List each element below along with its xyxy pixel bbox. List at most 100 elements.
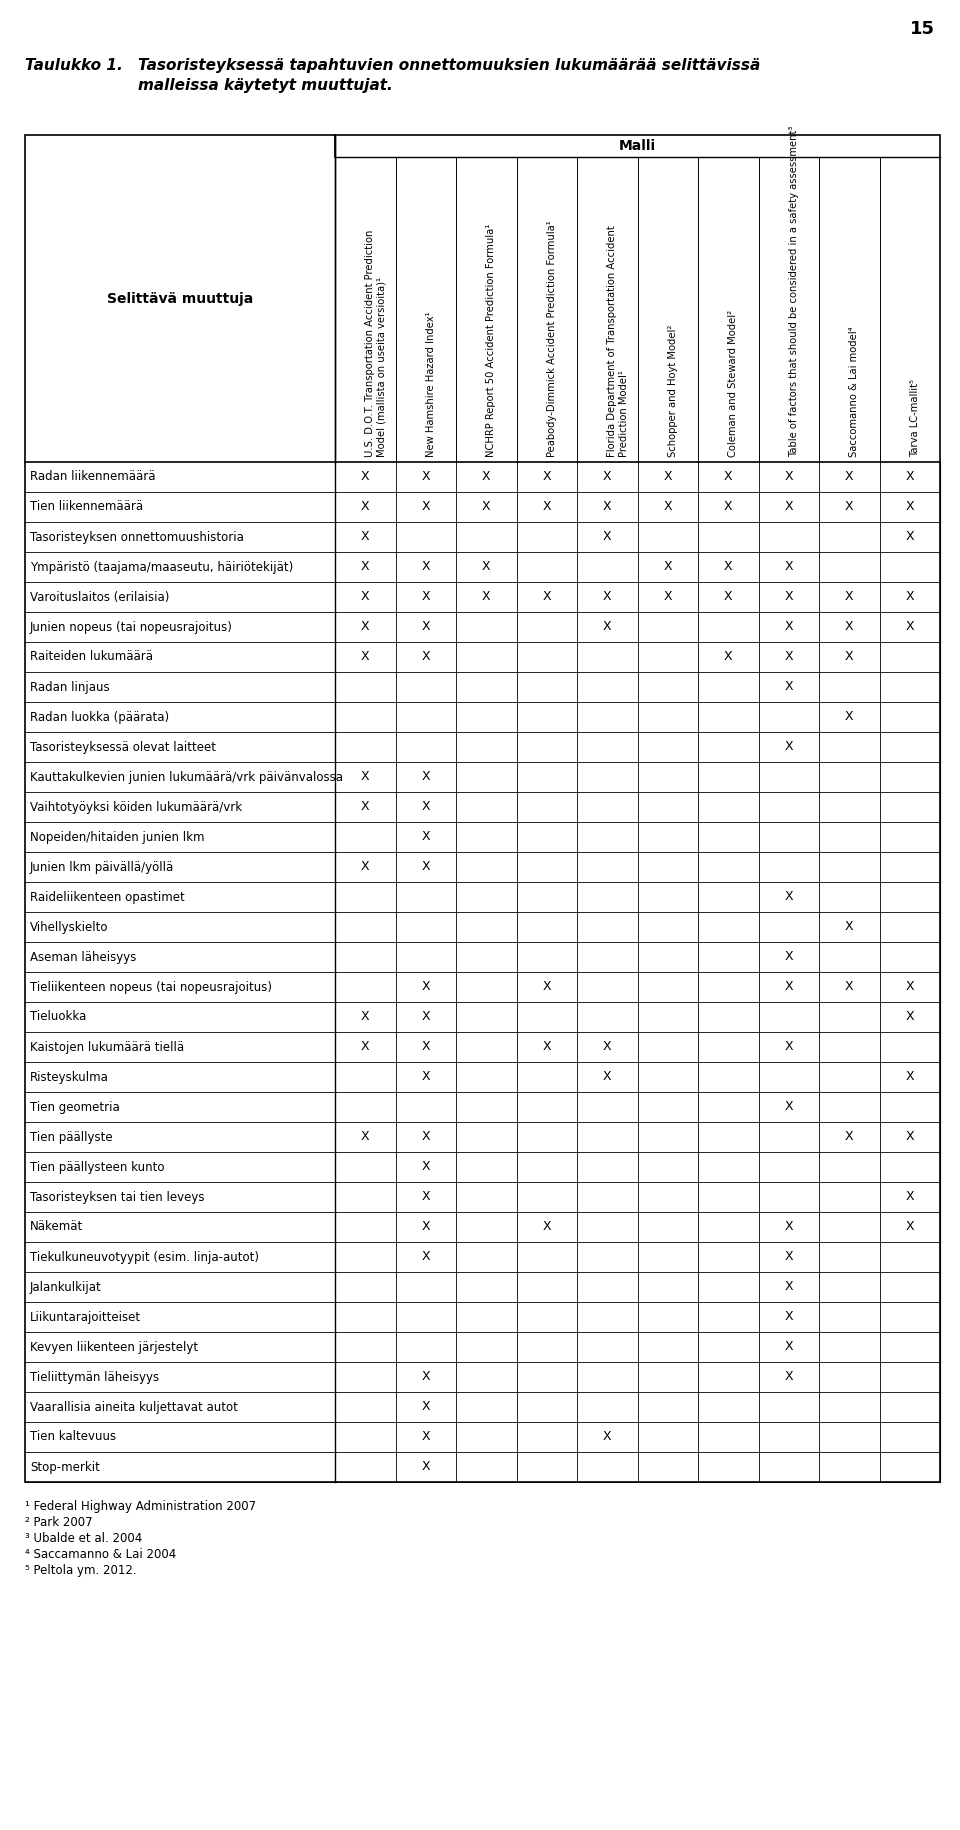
Text: X: X [663,591,672,604]
Text: X: X [784,741,793,754]
Text: X: X [905,620,914,633]
Text: Tien päällysteen kunto: Tien päällysteen kunto [30,1160,164,1173]
Text: Ympäristö (taajama/maaseutu, häiriötekijät): Ympäristö (taajama/maaseutu, häiriötekij… [30,560,293,573]
Text: Tasoristeyksen onnettomuushistoria: Tasoristeyksen onnettomuushistoria [30,531,244,544]
Text: X: X [724,560,732,573]
Text: Tieliittymän läheisyys: Tieliittymän läheisyys [30,1371,159,1383]
Text: Vaarallisia aineita kuljettavat autot: Vaarallisia aineita kuljettavat autot [30,1400,238,1413]
Text: X: X [421,1071,430,1083]
Text: Peabody-Dimmick Accident Prediction Formula¹: Peabody-Dimmick Accident Prediction Form… [547,220,557,458]
Text: X: X [482,560,491,573]
Text: Varoituslaitos (erilaisia): Varoituslaitos (erilaisia) [30,591,169,604]
Text: X: X [603,620,612,633]
Text: X: X [784,591,793,604]
Text: X: X [905,500,914,514]
Text: Taulukko 1.: Taulukko 1. [25,59,123,73]
Text: X: X [784,1221,793,1233]
Text: Jalankulkijat: Jalankulkijat [30,1281,102,1294]
Text: X: X [905,531,914,544]
Text: X: X [603,531,612,544]
Text: X: X [845,591,853,604]
Text: X: X [784,1100,793,1113]
Text: Tiekulkuneuvotyypit (esim. linja-autot): Tiekulkuneuvotyypit (esim. linja-autot) [30,1250,259,1263]
Text: Risteyskulma: Risteyskulma [30,1071,108,1083]
Text: X: X [845,920,853,933]
Text: Radan liikennemäärä: Radan liikennemäärä [30,470,156,483]
Text: X: X [421,1010,430,1023]
Text: Tasoristeyksessä tapahtuvien onnettomuuksien lukumäärää selittävissä
malleissa k: Tasoristeyksessä tapahtuvien onnettomuuk… [138,59,760,93]
Text: X: X [542,591,551,604]
Text: X: X [542,1041,551,1054]
Text: X: X [845,710,853,723]
Text: Tien liikennemäärä: Tien liikennemäärä [30,500,143,514]
Text: X: X [421,470,430,483]
Text: X: X [421,1160,430,1173]
Text: Malli: Malli [619,139,656,154]
Text: X: X [361,591,370,604]
Bar [25,135,940,1482]
Text: X: X [421,1191,430,1204]
Text: X: X [784,560,793,573]
Text: X: X [845,500,853,514]
Text: ⁴ Saccamanno & Lai 2004: ⁴ Saccamanno & Lai 2004 [25,1548,177,1561]
Text: X: X [784,1310,793,1323]
Text: X: X [784,650,793,664]
Text: X: X [603,1071,612,1083]
Text: X: X [603,500,612,514]
Text: New Hamshire Hazard Index¹: New Hamshire Hazard Index¹ [425,311,436,458]
Text: X: X [663,500,672,514]
Text: X: X [845,470,853,483]
Text: Florida Department of Transportation Accident
Prediction Model¹: Florida Department of Transportation Acc… [608,225,629,458]
Text: X: X [361,650,370,664]
Text: Selittävä muuttuja: Selittävä muuttuja [107,291,253,306]
Text: X: X [905,1191,914,1204]
Text: X: X [603,1041,612,1054]
Text: X: X [603,1431,612,1444]
Text: X: X [663,470,672,483]
Text: X: X [542,981,551,994]
Text: X: X [905,1221,914,1233]
Text: Kauttakulkevien junien lukumäärä/vrk päivänvalossa: Kauttakulkevien junien lukumäärä/vrk päi… [30,770,343,783]
Text: X: X [603,591,612,604]
Text: X: X [421,560,430,573]
Text: Tieliikenteen nopeus (tai nopeusrajoitus): Tieliikenteen nopeus (tai nopeusrajoitus… [30,981,272,994]
Text: ² Park 2007: ² Park 2007 [25,1515,92,1530]
Text: Liikuntarajoitteiset: Liikuntarajoitteiset [30,1310,141,1323]
Text: X: X [603,470,612,483]
Text: Radan luokka (päärata): Radan luokka (päärata) [30,710,169,723]
Text: X: X [845,650,853,664]
Text: Vaihtotyöyksi köiden lukumäärä/vrk: Vaihtotyöyksi köiden lukumäärä/vrk [30,800,242,814]
Text: Junien lkm päivällä/yöllä: Junien lkm päivällä/yöllä [30,860,175,873]
Text: X: X [784,1281,793,1294]
Text: Tieluokka: Tieluokka [30,1010,86,1023]
Text: X: X [724,500,732,514]
Text: X: X [784,1250,793,1263]
Text: X: X [421,1460,430,1473]
Text: X: X [542,1221,551,1233]
Text: X: X [361,1041,370,1054]
Text: U.S. D.O.T. Transportation Accident Prediction
Model (mallista on useita versioi: U.S. D.O.T. Transportation Accident Pred… [365,229,387,458]
Text: Kaistojen lukumäärä tiellä: Kaistojen lukumäärä tiellä [30,1041,184,1054]
Text: X: X [361,770,370,783]
Text: 15: 15 [910,20,935,38]
Text: X: X [421,831,430,844]
Text: Stop-merkit: Stop-merkit [30,1460,100,1473]
Text: ³ Ubalde et al. 2004: ³ Ubalde et al. 2004 [25,1532,142,1545]
Text: Tien kaltevuus: Tien kaltevuus [30,1431,116,1444]
Text: X: X [421,860,430,873]
Text: Saccomanno & Lai model⁴: Saccomanno & Lai model⁴ [850,326,859,458]
Text: X: X [361,470,370,483]
Text: X: X [784,1041,793,1054]
Text: X: X [421,591,430,604]
Text: X: X [361,1131,370,1144]
Text: Table of factors that should be considered in a safety assessment³: Table of factors that should be consider… [789,126,799,458]
Text: ⁵ Peltola ym. 2012.: ⁵ Peltola ym. 2012. [25,1565,136,1577]
Text: X: X [724,650,732,664]
Text: X: X [361,1010,370,1023]
Text: Raideliikenteen opastimet: Raideliikenteen opastimet [30,891,184,904]
Text: X: X [482,500,491,514]
Text: ¹ Federal Highway Administration 2007: ¹ Federal Highway Administration 2007 [25,1501,256,1513]
Text: X: X [421,1250,430,1263]
Text: Raiteiden lukumäärä: Raiteiden lukumäärä [30,650,153,664]
Text: X: X [421,1041,430,1054]
